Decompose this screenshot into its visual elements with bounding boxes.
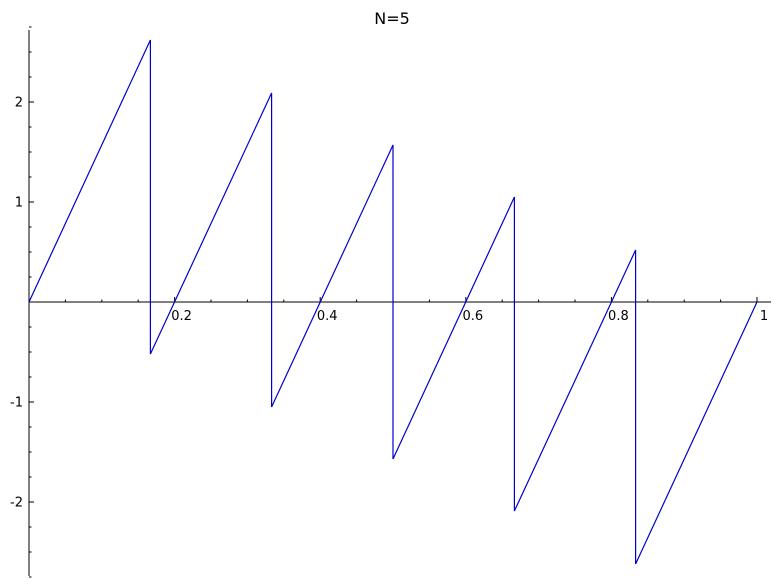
series-line (28, 39, 758, 565)
y-tick-label: -1 (10, 396, 23, 411)
x-tick-label: 0.4 (317, 309, 338, 324)
y-tick-label: 1 (15, 196, 23, 211)
y-tick-label: -2 (10, 496, 23, 511)
x-tick-label: 1 (760, 309, 768, 324)
ticks: 0.2 0.4 0.6 0.8 1 2 1 -1 -2 (10, 26, 768, 578)
chart-title: N=5 (374, 9, 410, 28)
x-tick-label: 0.6 (462, 309, 483, 324)
series-layer (28, 39, 758, 565)
x-tick-label: 0.2 (171, 309, 192, 324)
axes (28, 30, 771, 576)
y-tick-label: 2 (15, 96, 23, 111)
x-tick-label: 0.8 (608, 309, 629, 324)
